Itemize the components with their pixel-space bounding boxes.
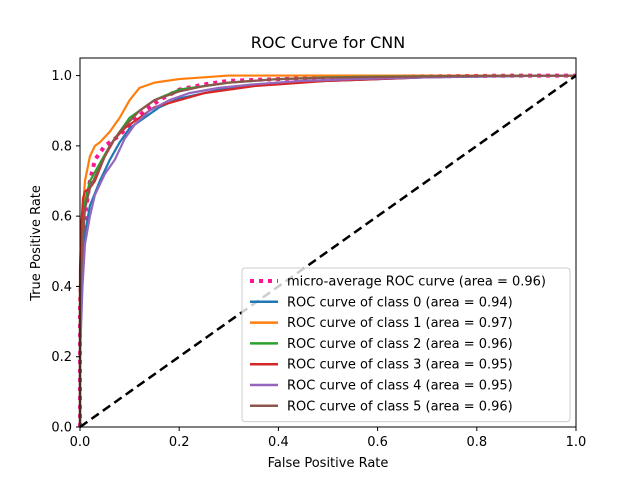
legend-label-2: ROC curve of class 1 (area = 0.97) [287,316,513,331]
y-tick-label: 0.6 [51,210,72,225]
plot-area [78,73,577,429]
x-tick-label: 0.4 [268,435,289,450]
legend-label-6: ROC curve of class 5 (area = 0.96) [287,399,513,414]
chance-diagonal-line [79,74,577,429]
y-tick-label: 1.0 [51,69,72,84]
legend-label-1: ROC curve of class 0 (area = 0.94) [287,295,513,310]
axes-frame [79,57,577,428]
y-axis-label: True Positive Rate [29,185,44,302]
chart-title: ROC Curve for CNN [251,33,405,52]
y-tick-label: 0.0 [51,421,72,436]
legend: micro-average ROC curve (area = 0.96) ROC… [241,267,571,423]
x-tick-label: 1.0 [566,435,587,450]
y-tick-label: 0.8 [51,139,72,154]
legend-label-0: micro-average ROC curve (area = 0.96) [287,275,546,290]
y-tick-label: 0.2 [51,350,72,365]
x-tick-label: 0.8 [466,435,487,450]
x-axis-label: False Positive Rate [268,456,389,471]
series-line-6 [78,74,577,427]
x-tick-label: 0.0 [70,435,91,450]
x-tick-label: 0.6 [367,435,388,450]
axes: 0.0 0.2 0.4 0.6 0.8 1.0 0.0 0.2 0.4 0.6 0.8 1.0 [51,57,587,450]
legend-label-4: ROC curve of class 3 (area = 0.95) [287,358,513,373]
legend-label-3: ROC curve of class 2 (area = 0.96) [287,337,513,352]
x-tick-label: 0.2 [169,435,190,450]
y-tick-label: 0.4 [51,280,72,295]
series-line-5 [78,74,577,427]
series-line-2 [78,74,576,427]
legend-label-5: ROC curve of class 4 (area = 0.95) [287,379,513,394]
legend-box [241,267,571,423]
